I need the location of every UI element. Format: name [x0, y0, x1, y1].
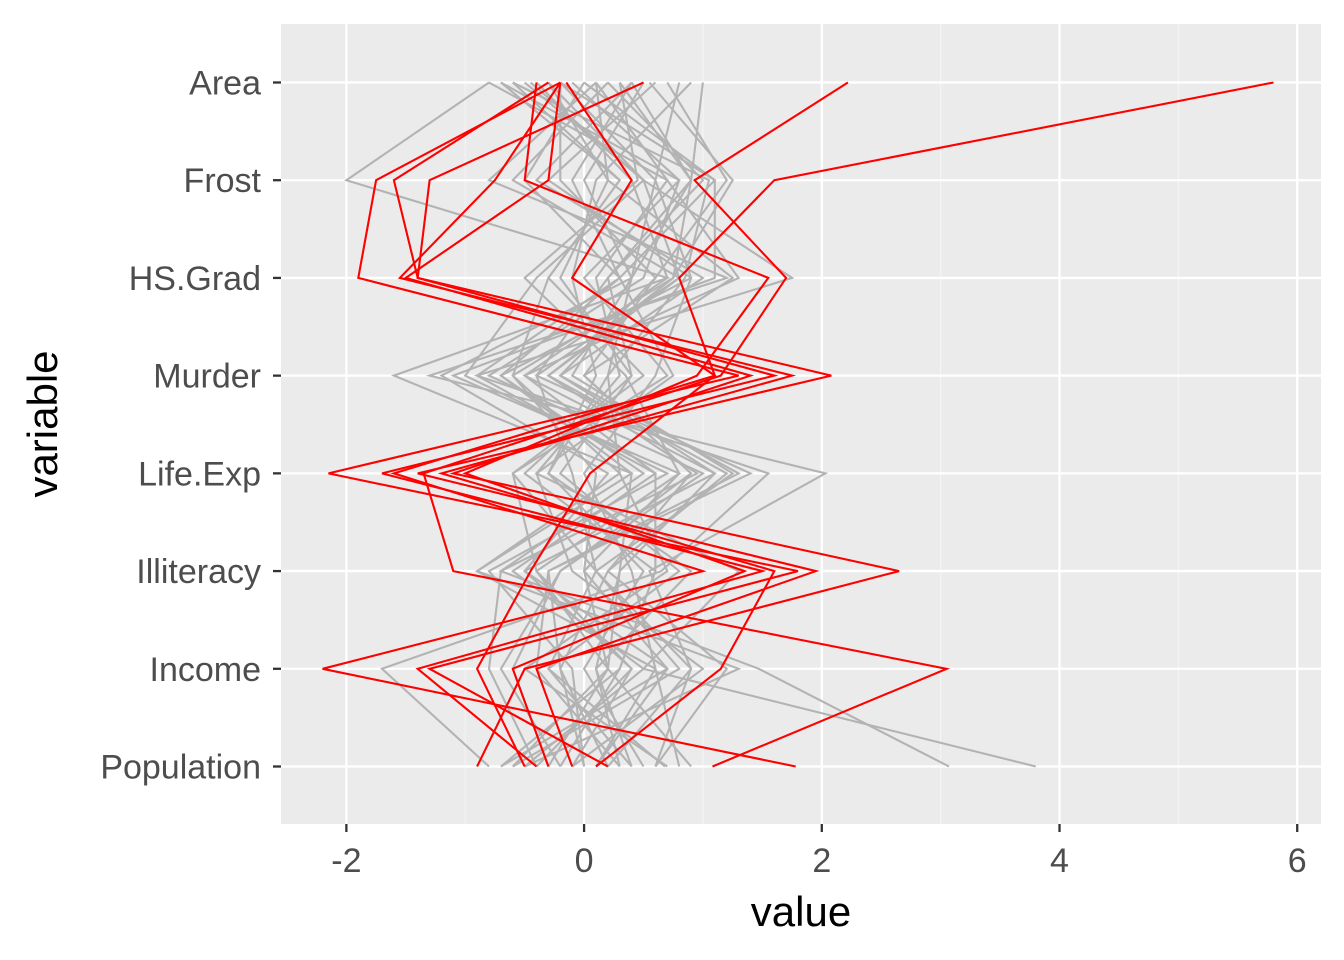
highlighted-series-line — [403, 82, 900, 767]
highlighted-series-line — [328, 81, 799, 768]
x-tick-label: 2 — [812, 842, 831, 880]
highlighted-series-line — [422, 81, 951, 768]
y-tick-label: Murder — [153, 358, 261, 396]
highlighted-series-line — [462, 82, 770, 767]
series-line — [534, 81, 753, 767]
highlighted-series-line — [322, 81, 1274, 768]
highlighted-series-line — [416, 81, 832, 767]
x-tick-label: 0 — [575, 842, 594, 880]
y-tick-label: Life.Exp — [138, 455, 261, 493]
series-line — [546, 81, 693, 768]
highlighted-series-group — [322, 81, 1274, 768]
y-tick-label: HS.Grad — [129, 260, 261, 298]
highlighted-series-line — [475, 81, 717, 767]
highlighted-series-line — [381, 81, 779, 768]
y-axis-title: variable — [19, 350, 66, 497]
series-line — [439, 81, 670, 768]
x-tick-label: 6 — [1288, 842, 1307, 880]
series-line — [499, 82, 735, 768]
x-tick-label: 4 — [1050, 842, 1069, 880]
plot-panel — [281, 24, 1321, 824]
series-line — [344, 81, 742, 768]
axes: -2 0 2 4 6 Population Income Illiteracy Life.Exp… — [100, 65, 1306, 881]
x-tick-label: -2 — [331, 842, 361, 880]
y-tick-label: Population — [100, 749, 261, 787]
y-tick-label: Frost — [184, 162, 262, 200]
y-tick-label: Area — [189, 65, 261, 103]
x-axis-title: value — [751, 888, 851, 935]
y-tick-label: Illiteracy — [136, 553, 261, 591]
series-line — [475, 81, 657, 768]
highlighted-series-line — [397, 81, 797, 768]
series-line — [500, 81, 693, 767]
y-tick-label: Income — [150, 651, 262, 689]
